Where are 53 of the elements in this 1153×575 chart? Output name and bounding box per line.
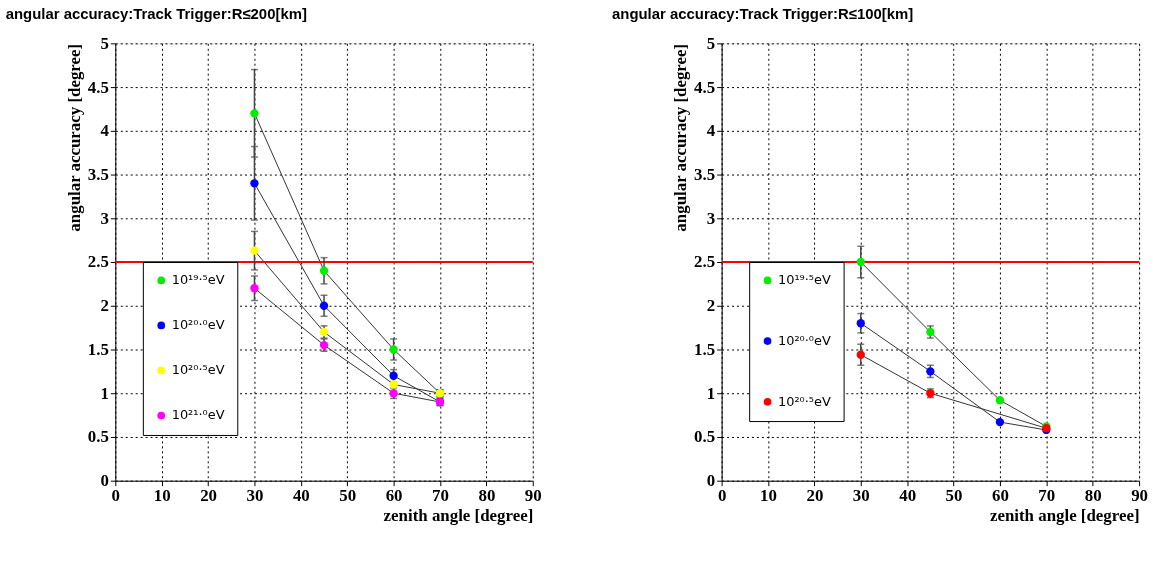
legend-label: 10²¹·⁰eV [171,407,225,423]
legend-label: 10²⁰·⁰eV [171,317,225,333]
x-tick-label: 10 [760,486,777,506]
x-tick-label: 70 [432,486,449,506]
x-tick-label: 10 [153,486,171,506]
x-tick-label: 30 [852,486,870,506]
y-tick-label: 5 [706,33,716,53]
x-tick-label: 80 [478,486,496,506]
x-tick-label: 80 [1084,486,1102,506]
x-tick-label: 40 [292,486,310,506]
x-tick-label: 20 [806,486,824,506]
x-axis-title: zenith angle [degree] [383,505,534,525]
y-tick-label: 1.5 [694,339,716,359]
legend-label: 10¹⁹·⁵eV [171,272,225,288]
x-tick-label: 60 [991,486,1009,506]
y-tick-label: 2 [706,296,716,316]
legend-label: 10²⁰·⁰eV [778,333,831,349]
y-tick-label: 1 [706,383,716,403]
x-tick-label: 70 [1038,486,1056,506]
y-tick-label: 4.5 [694,77,716,97]
x-tick-label: 50 [945,486,963,506]
y-tick-label: 4 [706,121,716,141]
y-tick-label: 3 [100,208,109,228]
y-tick-label: 5 [100,33,109,53]
chart-title: angular accuracy:Track Trigger:R≤100[km] [612,6,914,23]
x-tick-label: 20 [200,486,217,506]
chart-title: angular accuracy:Track Trigger:R≤200[km] [5,6,307,23]
y-tick-label: 0 [100,471,109,491]
x-tick-label: 40 [899,486,917,506]
x-tick-label: 60 [385,486,403,506]
x-tick-label: 90 [1131,486,1149,506]
x-tick-label: 50 [339,486,357,506]
y-tick-label: 0.5 [694,427,716,447]
legend-label: 10²⁰·⁵eV [778,393,831,409]
y-tick-label: 4.5 [87,77,109,97]
y-axis-title: angular accuracy [degree] [671,43,691,232]
legend-label: 10²⁰·⁵eV [171,362,225,378]
y-tick-label: 4 [100,121,110,141]
x-tick-label: 30 [246,486,264,506]
y-tick-label: 3 [706,208,716,228]
y-tick-label: 2 [100,296,109,316]
x-axis-title: zenith angle [degree] [989,505,1140,525]
y-tick-label: 2.5 [87,252,109,272]
y-tick-label: 3.5 [694,165,716,185]
y-tick-label: 1.5 [87,339,109,359]
x-tick-label: 90 [524,486,542,506]
legend-label: 10¹⁹·⁵eV [778,272,831,288]
y-tick-label: 1 [100,383,109,403]
y-tick-label: 0 [706,471,716,491]
y-tick-label: 2.5 [694,252,716,272]
y-tick-label: 0.5 [87,427,109,447]
y-tick-label: 3.5 [87,165,109,185]
y-axis-title: angular accuracy [degree] [64,43,84,232]
